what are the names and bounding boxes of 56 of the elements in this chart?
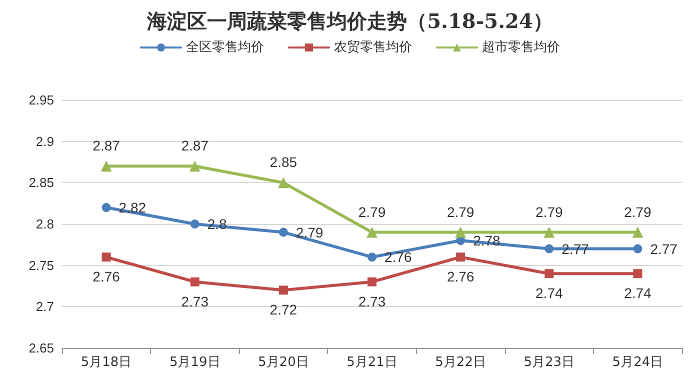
point	[632, 226, 644, 238]
x-tick-label: 5月22日	[435, 355, 486, 370]
data-label: 2.72	[270, 302, 298, 318]
point	[455, 226, 466, 238]
data-label: 2.76	[446, 268, 474, 285]
point	[102, 252, 111, 262]
chart-title: 海淀区一周蔬菜零售均价走势（5.18-5.24）	[146, 9, 553, 33]
data-label: 2.74	[624, 285, 652, 302]
data-label: 2.79	[296, 224, 324, 240]
data-label: 2.77	[650, 240, 678, 257]
point	[544, 269, 554, 278]
data-label: 2.76	[384, 249, 412, 266]
data-label: 2.82	[118, 199, 146, 216]
data-label: 2.76	[92, 268, 120, 285]
x-tick-label: 5月23日	[524, 355, 575, 370]
point	[102, 202, 111, 212]
data-label: 2.87	[181, 138, 209, 154]
data-label: 2.79	[446, 204, 474, 220]
point	[456, 252, 466, 262]
point	[368, 252, 376, 262]
x-tick-label: 5月21日	[346, 355, 398, 370]
y-tick-label: 2.9	[36, 134, 54, 149]
y-tick-label: 2.95	[28, 92, 54, 108]
x-tick-label: 5月20日	[258, 355, 309, 370]
x-tick-label: 5月19日	[169, 355, 220, 370]
point	[189, 160, 200, 172]
data-label: 2.87	[92, 138, 120, 154]
x-tick-label: 5月18日	[80, 355, 132, 370]
point	[633, 269, 642, 278]
point	[544, 226, 555, 238]
y-tick-label: 2.8	[36, 216, 54, 232]
y-tick-label: 2.65	[28, 340, 54, 356]
point	[190, 220, 200, 228]
point	[190, 277, 200, 286]
point	[100, 160, 112, 172]
data-label: 2.73	[358, 293, 386, 310]
point	[278, 286, 288, 295]
legend-label: 超市零售均价	[482, 40, 560, 55]
y-tick-label: 2.7	[36, 299, 54, 314]
data-label: 2.79	[358, 204, 386, 220]
data-label: 2.79	[624, 204, 652, 220]
point	[278, 177, 289, 188]
point	[368, 277, 376, 286]
data-label: 2.73	[181, 293, 209, 310]
y-tick-label: 2.75	[28, 258, 54, 273]
data-label: 2.79	[536, 204, 563, 220]
point	[366, 226, 378, 238]
point	[544, 244, 554, 254]
x-tick-label: 5月24日	[612, 355, 664, 370]
legend-label: 农贸零售均价	[334, 40, 412, 55]
point	[633, 244, 642, 254]
y-tick-label: 2.85	[28, 175, 54, 190]
data-label: 2.85	[270, 154, 298, 170]
point	[278, 228, 288, 237]
data-label: 2.74	[536, 285, 563, 302]
legend-label: 全区零售均价	[186, 40, 264, 55]
